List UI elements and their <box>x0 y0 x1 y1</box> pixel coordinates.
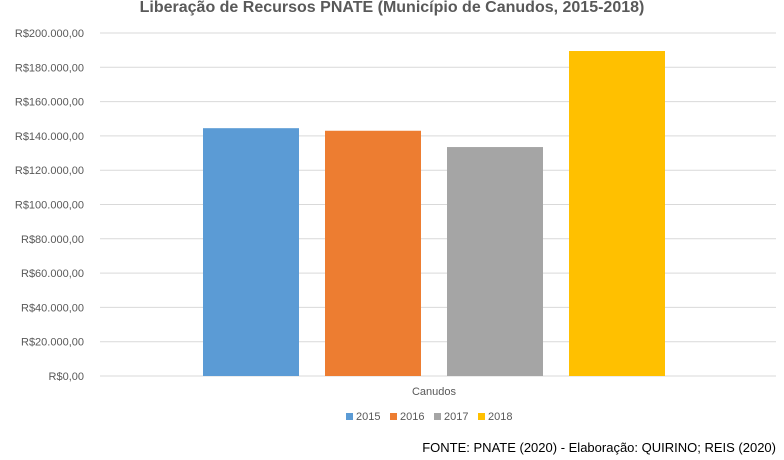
x-category-label: Canudos <box>412 386 457 398</box>
bar-2016 <box>325 130 421 376</box>
legend-label-2016: 2016 <box>400 411 424 423</box>
bar-2015 <box>203 128 299 376</box>
y-tick-label: R$40.000,00 <box>21 302 84 314</box>
y-tick-label: R$80.000,00 <box>21 234 84 246</box>
y-tick-label: R$140.000,00 <box>15 131 84 143</box>
y-tick-label: R$60.000,00 <box>21 268 84 280</box>
legend-swatch-2016 <box>390 413 397 420</box>
legend-swatch-2017 <box>434 413 441 420</box>
legend-label-2018: 2018 <box>488 411 512 423</box>
legend-swatch-2015 <box>346 413 353 420</box>
y-tick-label: R$160.000,00 <box>15 97 84 109</box>
y-tick-label: R$20.000,00 <box>21 337 84 349</box>
y-tick-label: R$200.000,00 <box>15 28 84 40</box>
y-tick-label: R$0,00 <box>49 371 84 383</box>
y-tick-label: R$100.000,00 <box>15 200 84 212</box>
legend-swatch-2018 <box>478 413 485 420</box>
legend-label-2017: 2017 <box>444 411 468 423</box>
source-note: FONTE: PNATE (2020) - Elaboração: QUIRIN… <box>422 440 776 455</box>
y-tick-label: R$180.000,00 <box>15 62 84 74</box>
y-tick-label: R$120.000,00 <box>15 165 84 177</box>
bar-2018 <box>569 51 665 376</box>
chart-title: Liberação de Recursos PNATE (Município d… <box>140 0 645 16</box>
bar-2017 <box>447 147 543 376</box>
legend-label-2015: 2015 <box>356 411 380 423</box>
